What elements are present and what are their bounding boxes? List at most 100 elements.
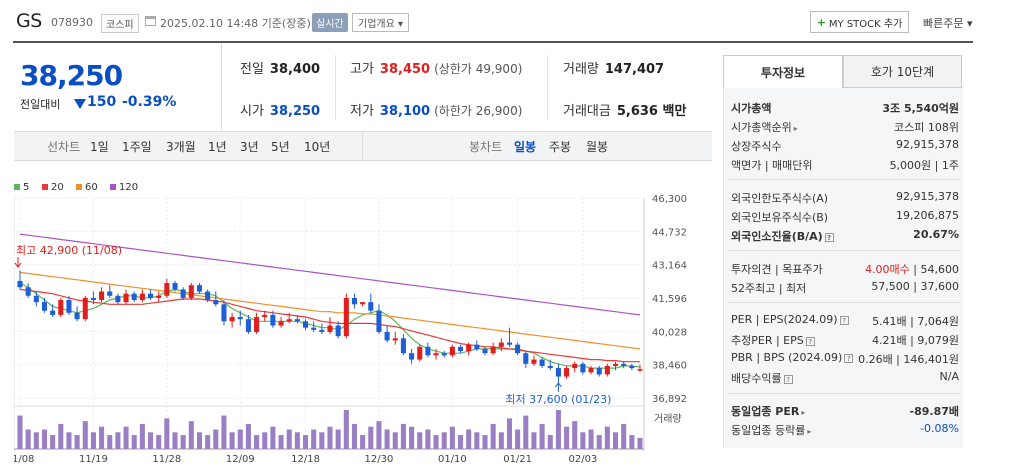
tab-investment-info[interactable]: 투자정보 bbox=[723, 55, 843, 88]
stock-chart[interactable]: 5 20 60 120 46,300 44,732 43,164 41,596 40,028 38… bbox=[6, 162, 712, 475]
candle-body bbox=[123, 293, 129, 303]
current-price: 38,250 bbox=[20, 59, 123, 92]
min-arrow-icon bbox=[555, 382, 562, 392]
volume-bar bbox=[637, 437, 643, 449]
legend-swatch-20 bbox=[42, 184, 48, 190]
volume-bar bbox=[498, 432, 504, 449]
period-3y[interactable]: 3년 bbox=[240, 140, 259, 154]
volume-bar bbox=[417, 432, 423, 449]
volume-axis-label: 거래량 bbox=[654, 413, 682, 425]
period-5y[interactable]: 5년 bbox=[271, 140, 290, 154]
volume-bar bbox=[131, 435, 137, 449]
candle-body bbox=[457, 346, 464, 352]
quick-order-dropdown[interactable]: 빠른주문 ▾ bbox=[923, 17, 973, 30]
volume-bar bbox=[270, 426, 276, 449]
info-label: 외국인보유주식수(B) bbox=[731, 211, 829, 224]
volume-bar bbox=[33, 432, 39, 449]
info-row: 동일업종 등락률 ▸ -0.08% bbox=[731, 422, 959, 440]
candle-body bbox=[286, 319, 292, 322]
line-chart-label: 선차트 bbox=[47, 140, 81, 154]
period-1d[interactable]: 1일 bbox=[90, 140, 109, 154]
volume-bar bbox=[539, 423, 545, 449]
candle-body bbox=[474, 344, 480, 349]
help-icon[interactable]: ? bbox=[805, 336, 815, 346]
high-label: 고가 bbox=[350, 62, 374, 77]
candle-body bbox=[90, 297, 96, 301]
candle-monthly[interactable]: 월봉 bbox=[586, 140, 609, 154]
price-change: 150 bbox=[87, 94, 117, 110]
info-value-text: 57,500 | 37,600 bbox=[871, 280, 959, 293]
info-value: 5.41배 | 7,064원 bbox=[872, 313, 959, 329]
info-value-text: 5,000원 | 1주 bbox=[889, 159, 959, 172]
candle-body bbox=[539, 359, 545, 366]
info-value: 0.26배 | 146,401원 bbox=[858, 351, 959, 367]
caret-right-icon[interactable]: ▸ bbox=[801, 408, 806, 417]
info-value-text: -89.87배 bbox=[909, 405, 959, 418]
volume-bar bbox=[580, 432, 586, 449]
quote-column-3: 거래량 147,407 거래대금 5,636 백만 bbox=[563, 43, 713, 130]
info-value-text: 92,915,378 bbox=[896, 190, 959, 203]
candle-body bbox=[515, 344, 521, 354]
info-label: 52주최고 | 최저 bbox=[731, 282, 807, 295]
company-overview-dropdown[interactable]: 기업개요 ▾ bbox=[352, 13, 409, 32]
info-label: 동일업종 PER ▸ bbox=[731, 405, 806, 418]
my-stock-add-button[interactable]: + MY STOCK 추가 bbox=[810, 11, 909, 33]
volume-bar bbox=[409, 426, 415, 449]
candle-weekly[interactable]: 주봉 bbox=[549, 140, 572, 154]
help-icon[interactable]: ? bbox=[839, 315, 849, 325]
caret-right-icon[interactable]: ▸ bbox=[793, 124, 798, 133]
candle-daily[interactable]: 일봉 bbox=[514, 140, 537, 154]
volume-bar bbox=[572, 421, 578, 449]
period-1w[interactable]: 1주일 bbox=[122, 140, 152, 154]
volume-bar bbox=[376, 421, 382, 449]
volume-bar bbox=[17, 415, 23, 449]
candle-body bbox=[196, 285, 203, 292]
candle-body bbox=[490, 346, 496, 354]
candle-body bbox=[33, 295, 39, 303]
volume-bar bbox=[474, 432, 480, 449]
info-row: 시가총액 3조 5,540억원 bbox=[731, 100, 959, 118]
volume-bar bbox=[490, 423, 496, 449]
help-icon[interactable]: ? bbox=[844, 353, 854, 363]
legend-swatch-60 bbox=[76, 184, 82, 190]
help-icon[interactable]: ? bbox=[783, 374, 793, 384]
price-change-percent: -0.39% bbox=[122, 94, 177, 110]
info-row: 52주최고 | 최저 57,500 | 37,600 bbox=[731, 280, 959, 298]
volume-bar bbox=[319, 432, 325, 449]
candle-body bbox=[572, 363, 578, 369]
info-label: 배당수익률? bbox=[731, 370, 793, 386]
x-tick-label: 12/18 bbox=[291, 454, 320, 465]
volume-bar bbox=[229, 432, 235, 449]
info-value-text: -0.08% bbox=[920, 422, 959, 435]
x-tick-label: 01/10 bbox=[438, 454, 467, 465]
volume-bar bbox=[441, 432, 447, 449]
realtime-badge[interactable]: 실시간 bbox=[312, 13, 348, 32]
max-arrow-icon bbox=[14, 257, 22, 268]
period-10y[interactable]: 10년 bbox=[304, 140, 331, 154]
candle-body bbox=[164, 283, 170, 296]
period-1y[interactable]: 1년 bbox=[208, 140, 227, 154]
tab-order-book[interactable]: 호가 10단계 bbox=[843, 55, 962, 88]
caret-right-icon[interactable]: ▸ bbox=[807, 427, 812, 436]
info-label: 외국인소진율(B/A)? bbox=[731, 228, 834, 244]
volume-bar bbox=[612, 432, 619, 449]
candle-body bbox=[254, 317, 260, 332]
candle-body bbox=[384, 331, 390, 341]
volume-bar bbox=[262, 432, 268, 449]
info-label: 외국인한도주식수(A) bbox=[731, 192, 829, 205]
volume-bar bbox=[433, 435, 439, 449]
candle-body bbox=[205, 291, 211, 301]
volume-bar bbox=[425, 429, 431, 449]
volume-bar bbox=[466, 429, 472, 449]
candle-body bbox=[270, 314, 276, 326]
quote-timestamp: 2025.02.10 14:48 기준(장중) bbox=[160, 17, 311, 30]
period-3m[interactable]: 3개월 bbox=[166, 140, 196, 154]
volume-bar bbox=[82, 421, 88, 449]
help-icon[interactable]: ? bbox=[824, 232, 834, 242]
info-label: 투자의견 | 목표주가 bbox=[731, 263, 823, 276]
candle-body bbox=[588, 368, 594, 373]
legend-label-20: 20 bbox=[51, 182, 64, 193]
stock-header: GS 078930 코스피 2025.02.10 14:48 기준(장중) 실시… bbox=[0, 0, 1016, 42]
candlestick-chart[interactable]: 5 20 60 120 46,300 44,732 43,164 41,596 40,028 38… bbox=[6, 162, 712, 475]
y-tick-label: 36,892 bbox=[652, 394, 687, 405]
